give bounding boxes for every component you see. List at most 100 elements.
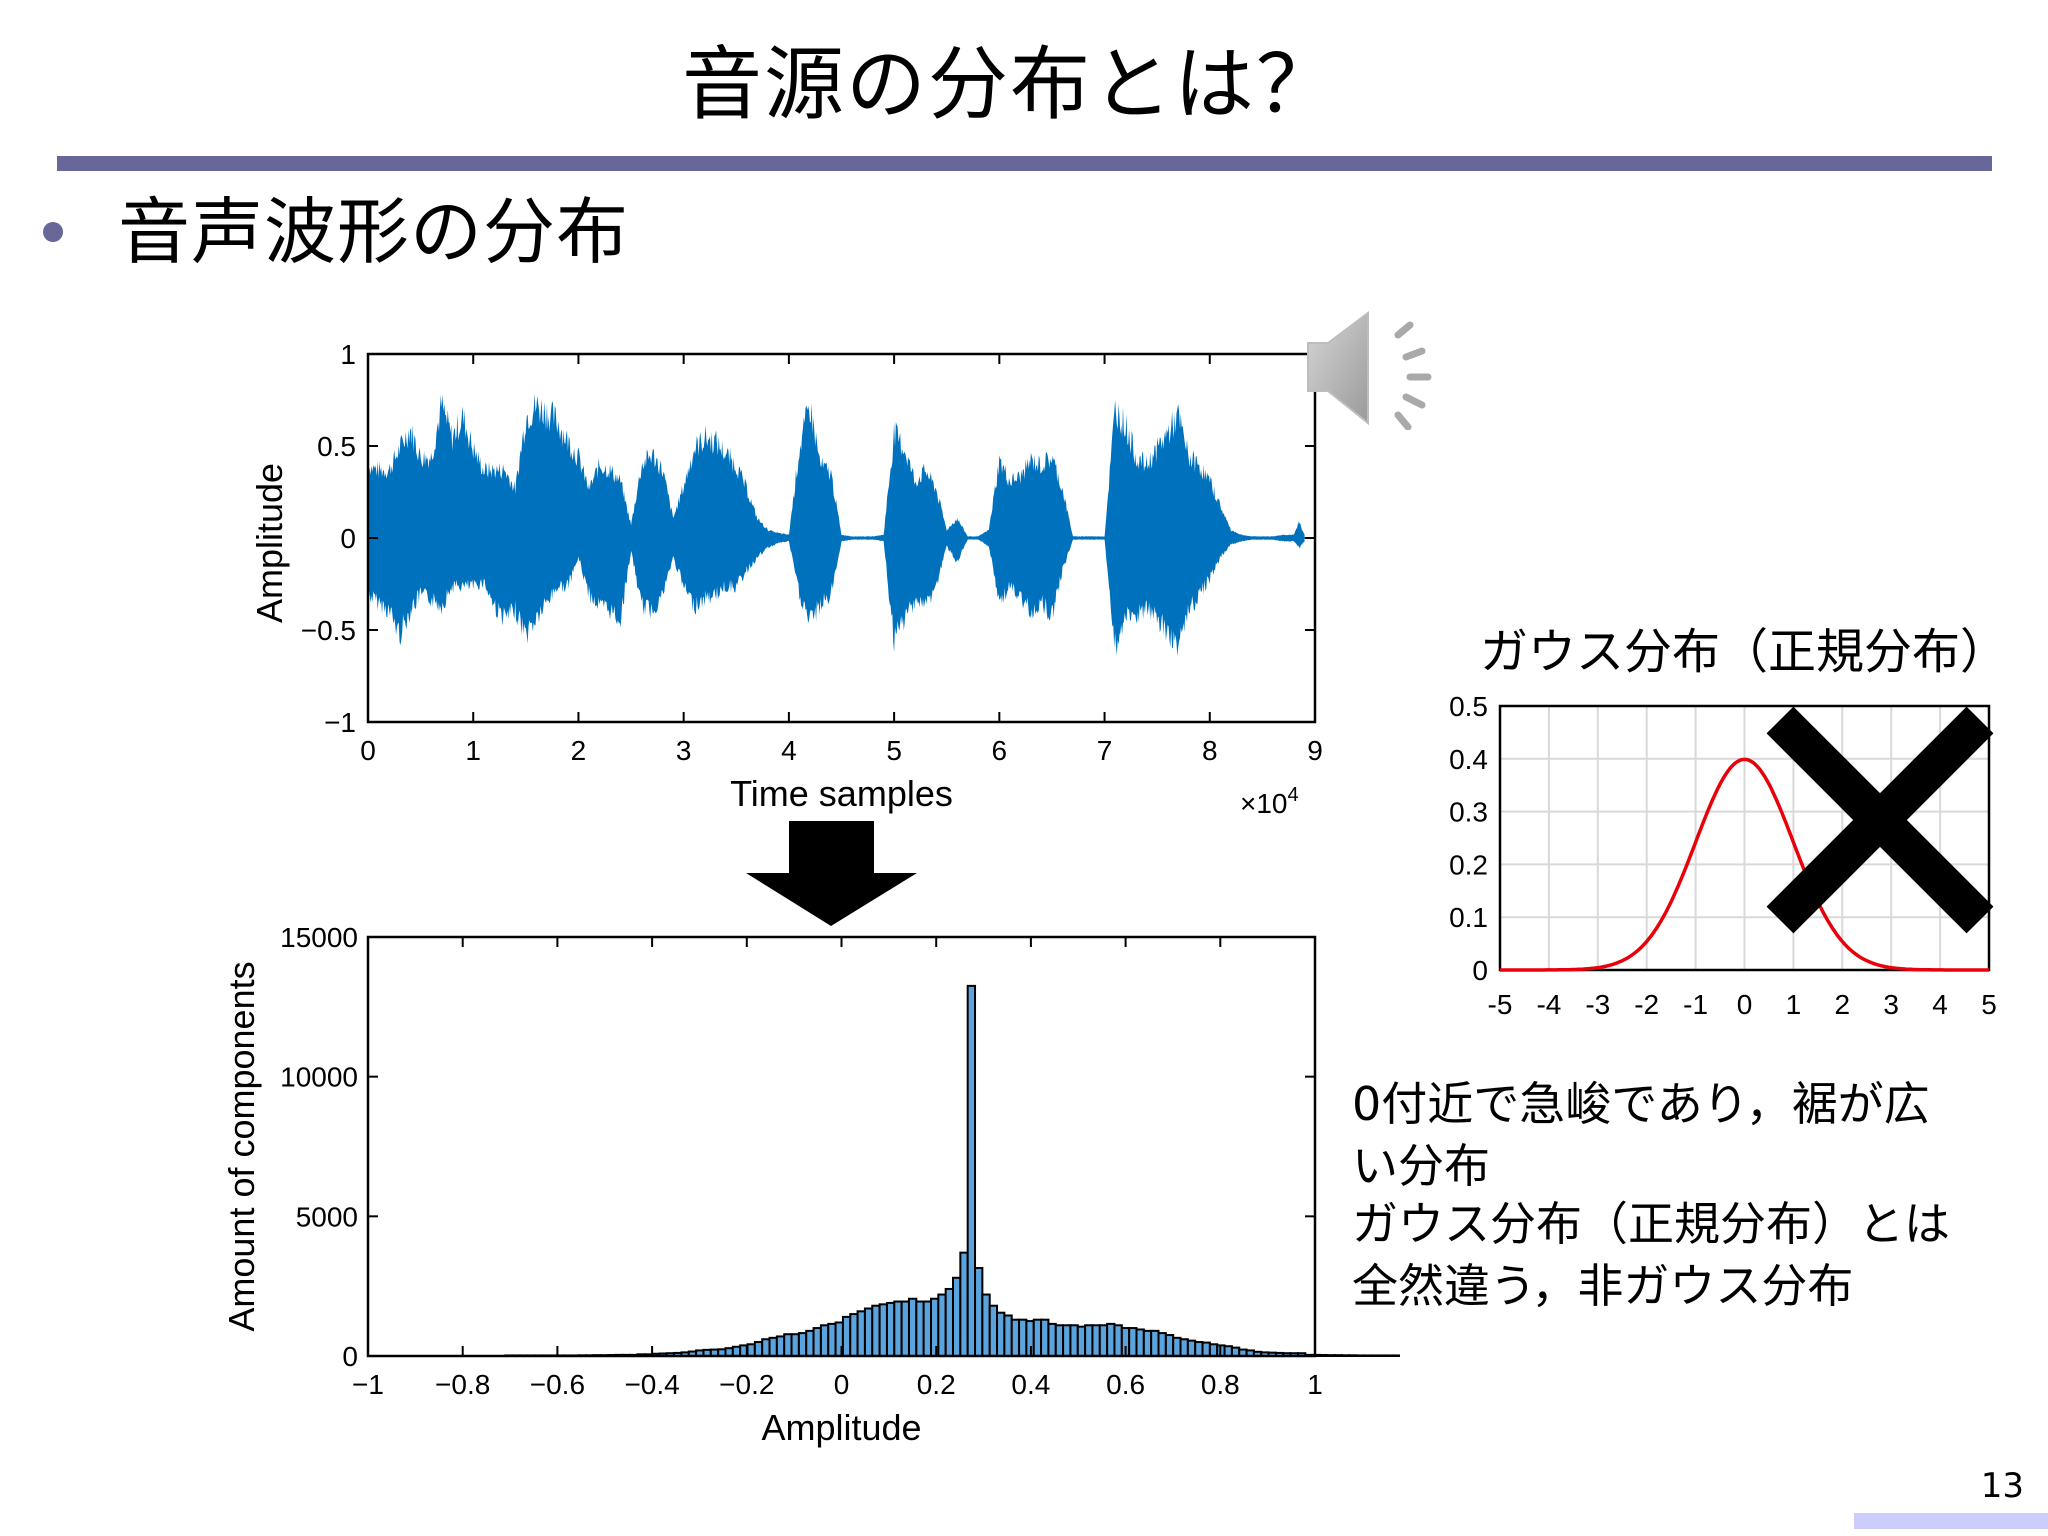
gaussian-axes bbox=[1498, 704, 1991, 972]
y-axis-label: Amount of components bbox=[221, 961, 262, 1331]
histogram-bar bbox=[1230, 1346, 1241, 1357]
histogram-bar bbox=[768, 1336, 778, 1358]
histogram-bar bbox=[1340, 1354, 1351, 1357]
x-tick-label: −1 bbox=[352, 1369, 384, 1400]
x-tick-label: -3 bbox=[1585, 989, 1610, 1020]
y-tick-label: 0.5 bbox=[317, 431, 356, 462]
down-arrow-icon bbox=[746, 821, 917, 926]
x-tick-label: 5 bbox=[886, 735, 902, 766]
histogram-bar bbox=[1392, 1354, 1400, 1357]
histogram-bar bbox=[1106, 1322, 1116, 1358]
cross-x-icon bbox=[1766, 706, 1994, 934]
y-tick-label: 0.5 bbox=[1449, 691, 1488, 722]
histogram-bar bbox=[1363, 1354, 1373, 1357]
histogram-bar bbox=[907, 1297, 918, 1358]
y-tick-label: −1 bbox=[324, 707, 356, 738]
y-tick-label: 1 bbox=[340, 339, 356, 370]
title-divider bbox=[57, 156, 1992, 171]
x-tick-label: −0.6 bbox=[530, 1369, 585, 1400]
histogram-bar bbox=[878, 1303, 888, 1358]
x-tick-label: 4 bbox=[1932, 989, 1948, 1020]
histogram-bar bbox=[746, 1343, 756, 1357]
histogram-bar bbox=[966, 984, 977, 1358]
x-tick-label: 0 bbox=[360, 735, 376, 766]
y-tick-label: 0.4 bbox=[1449, 744, 1488, 775]
histogram-bar bbox=[1113, 1324, 1123, 1357]
y-tick-label: 0 bbox=[340, 523, 356, 554]
histogram-bar bbox=[1135, 1328, 1145, 1358]
x-tick-label: 0.6 bbox=[1106, 1369, 1145, 1400]
y-tick-label: 10000 bbox=[280, 1062, 358, 1093]
histogram-bar bbox=[1084, 1324, 1094, 1357]
y-tick-label: −0.5 bbox=[301, 615, 356, 646]
histogram-bar bbox=[1348, 1354, 1358, 1357]
histogram-bar bbox=[974, 1267, 984, 1358]
x-tick-label: 2 bbox=[571, 735, 587, 766]
x-tick-label: −0.4 bbox=[624, 1369, 679, 1400]
gaussian-chart: 0.50.40.30.20.10-5 -4 -3 -2 -1 0 1 2 3 4 5 bbox=[1449, 691, 1997, 1020]
histogram-bar bbox=[1223, 1345, 1233, 1358]
histogram-bar bbox=[1208, 1343, 1219, 1357]
histogram-bar bbox=[1150, 1329, 1160, 1357]
y-tick-label: 0.2 bbox=[1449, 849, 1488, 880]
histogram-bar bbox=[1018, 1318, 1028, 1357]
note-line-1: 0付近で急峻であり，裾が広 bbox=[1352, 1077, 1930, 1131]
histogram-bar bbox=[944, 1287, 955, 1357]
note-line-2: い分布 bbox=[1352, 1139, 1490, 1193]
histogram-bar bbox=[1128, 1327, 1138, 1357]
x-tick-label: -1 bbox=[1683, 989, 1708, 1020]
histogram-bar bbox=[1186, 1339, 1197, 1358]
histogram-bar bbox=[1069, 1324, 1079, 1357]
x-tick-label: 0.8 bbox=[1201, 1369, 1240, 1400]
histogram-axes bbox=[366, 935, 1317, 1358]
x-tick-label: 1 bbox=[465, 735, 481, 766]
x-tick-label: −0.2 bbox=[719, 1369, 774, 1400]
x-axis-label: Time samples bbox=[730, 773, 953, 814]
histogram-bar bbox=[959, 1251, 969, 1357]
histogram-bar bbox=[937, 1293, 947, 1357]
speaker-volume-icon[interactable] bbox=[1300, 305, 1440, 430]
histogram-bar bbox=[761, 1338, 771, 1357]
note-line-3: ガウス分布（正規分布）とは bbox=[1352, 1197, 1950, 1251]
histogram-bar bbox=[797, 1332, 808, 1358]
histogram-bar bbox=[1179, 1338, 1189, 1357]
y-tick-label: 15000 bbox=[280, 922, 358, 953]
x-tick-label: 0.4 bbox=[1011, 1369, 1050, 1400]
histogram-bar bbox=[893, 1300, 903, 1358]
histogram-bar bbox=[996, 1311, 1006, 1358]
histogram-bar bbox=[1194, 1341, 1204, 1357]
histogram-bar bbox=[819, 1324, 830, 1357]
gaussian-chart-title: ガウス分布（正規分布） bbox=[1480, 624, 2009, 680]
x-tick-label: 3 bbox=[676, 735, 692, 766]
histogram-bar bbox=[988, 1304, 999, 1357]
x-tick-label: -4 bbox=[1536, 989, 1561, 1020]
x-tick-label: 8 bbox=[1202, 735, 1218, 766]
x-multiplier-label: ×104 bbox=[1240, 784, 1299, 819]
x-tick-label: 7 bbox=[1097, 735, 1113, 766]
histogram-bar bbox=[1010, 1318, 1021, 1357]
histogram-bar bbox=[981, 1293, 991, 1357]
x-tick-label: 6 bbox=[992, 735, 1008, 766]
histogram-bar bbox=[805, 1329, 815, 1357]
histogram-bar bbox=[863, 1307, 874, 1357]
histogram-bar bbox=[929, 1297, 940, 1358]
bullet-icon bbox=[43, 222, 63, 242]
waveform-chart: 0 1 2 3 4 5 6 7 8 9 1 0.5 0 −0.5 −1 Time samples Amplitu… bbox=[249, 339, 1323, 819]
x-axis-label: Amplitude bbox=[761, 1407, 921, 1448]
histogram-bar bbox=[1032, 1318, 1043, 1357]
y-tick-label: 0 bbox=[342, 1341, 358, 1372]
histogram-bar bbox=[1172, 1336, 1182, 1358]
histogram-bar bbox=[841, 1315, 852, 1357]
histogram-bar bbox=[783, 1333, 793, 1358]
histogram-bar bbox=[1091, 1324, 1101, 1357]
x-tick-label: 0 bbox=[834, 1369, 850, 1400]
histogram-bar bbox=[1326, 1354, 1336, 1357]
y-tick-label: 5000 bbox=[296, 1201, 358, 1232]
histogram-bar bbox=[753, 1341, 764, 1357]
histogram-bar bbox=[827, 1322, 837, 1358]
histogram-bar bbox=[790, 1333, 800, 1358]
x-tick-label: 1 bbox=[1786, 989, 1802, 1020]
x-tick-label: 0.2 bbox=[917, 1369, 956, 1400]
histogram-bar bbox=[1377, 1354, 1388, 1357]
waveform-signal bbox=[368, 393, 1305, 657]
